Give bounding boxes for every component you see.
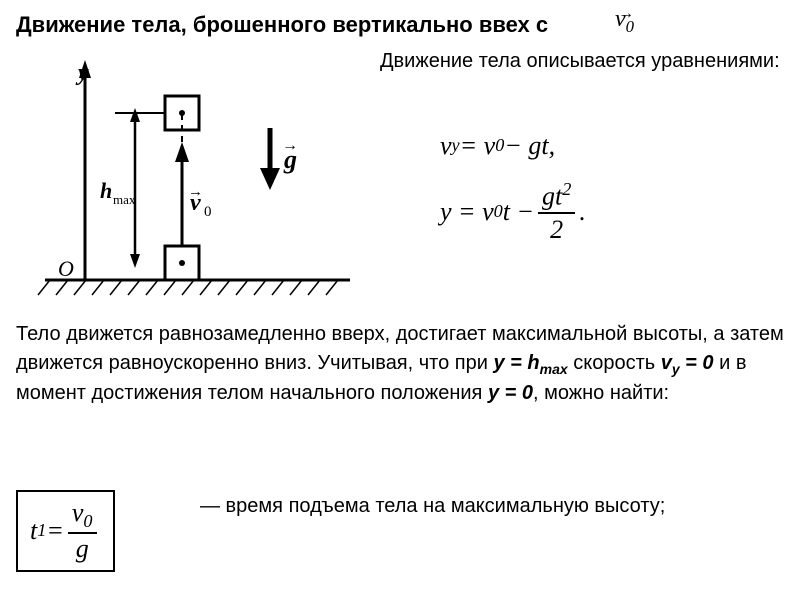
eq2-end: . — [579, 196, 586, 227]
equations-block: vy = v0 − gt, y = v0t − gt2 2 . — [440, 130, 586, 263]
eq2-mid: t − — [503, 196, 534, 227]
subtitle: Движение тела описывается уравнениями: — [380, 48, 780, 74]
y-axis-label: y — [75, 60, 89, 86]
para-b: скорость — [573, 352, 660, 374]
v0-corner-symbol: v0 — [615, 6, 634, 37]
v0-text: v — [615, 6, 626, 32]
t1-eq: = — [46, 516, 64, 546]
equation-2: y = v0t − gt2 2 . — [440, 179, 586, 245]
v0-sub: 0 — [626, 17, 634, 36]
v0-vec-arrow: → — [188, 183, 203, 200]
eq1-rhs-c: − gt, — [504, 130, 555, 161]
para-d: , можно найти: — [533, 382, 669, 404]
eq2-lhs: y = v — [440, 196, 494, 227]
t1-num-sub: 0 — [83, 511, 92, 531]
eq2-num-sup: 2 — [562, 179, 571, 199]
page-title: Движение тела, брошенного вертикально вв… — [16, 12, 548, 38]
t1-formula-box: t1 = v0 g — [16, 490, 115, 572]
eq1-vy-sub: y — [452, 135, 460, 157]
v0-sub-diagram: 0 — [204, 204, 212, 220]
t1-den: g — [72, 534, 93, 564]
t1-lhs-sub: 1 — [37, 520, 46, 541]
para-v: v — [661, 352, 672, 374]
hmax-sub: max — [113, 192, 136, 207]
origin-label: O — [58, 256, 74, 281]
t1-fraction: v0 g — [68, 498, 97, 564]
para-y-sub: max — [540, 361, 568, 377]
para-v-sub: y — [672, 361, 680, 377]
eq1-rhs-sub: 0 — [495, 135, 504, 157]
physics-diagram: y O h max v 0 → g → — [30, 50, 360, 310]
eq1-vy-v: v — [440, 130, 452, 161]
t1-num-v: v — [72, 498, 84, 527]
para-y0: y = 0 — [488, 382, 533, 404]
para-v-eq0: = 0 — [680, 352, 714, 374]
eq2-num: gt — [542, 182, 562, 211]
hmax-h: h — [100, 178, 112, 203]
eq1-rhs-a: = v — [460, 130, 496, 161]
eq2-sub0: 0 — [494, 201, 503, 223]
equation-1: vy = v0 − gt, — [440, 130, 586, 161]
eq2-fraction: gt2 2 — [538, 179, 575, 245]
para-y: y = h — [493, 352, 539, 374]
body-paragraph: Тело движется равнозамедленно вверх, дос… — [16, 320, 784, 408]
t1-lhs-t: t — [30, 516, 37, 546]
g-vec-arrow: → — [282, 137, 298, 154]
eq2-den: 2 — [546, 214, 567, 245]
para-y-hmax: y = hmax — [493, 352, 567, 374]
t1-description: — время подъема тела на максимальную выс… — [200, 492, 780, 520]
para-vy0: vy = 0 — [661, 352, 714, 374]
